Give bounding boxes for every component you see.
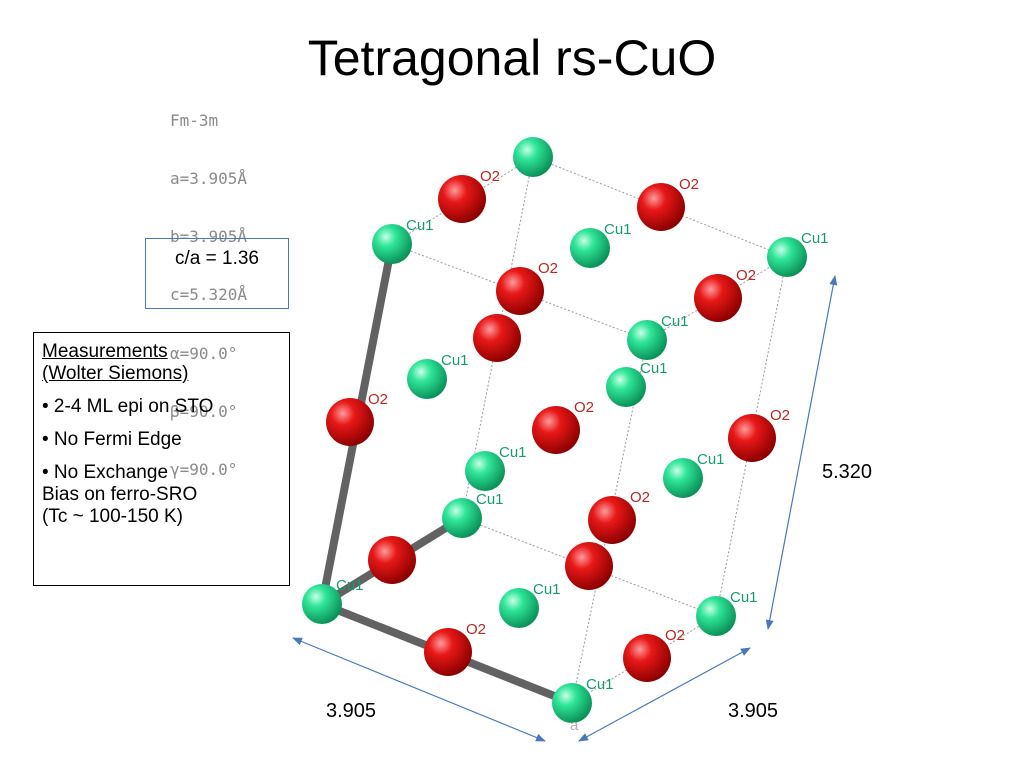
- o-atom: [496, 267, 544, 315]
- b-dimension-arrow: [578, 647, 751, 742]
- lattice-parameters: Fm-3m a=3.905Å b=3.905Å c=5.320Å α=90.0°…: [170, 72, 247, 499]
- o-label: O2: [736, 267, 756, 284]
- space-group: Fm-3m: [170, 110, 219, 130]
- cu-atom: [372, 224, 412, 264]
- o-label: O2: [770, 407, 790, 424]
- atoms: [302, 137, 807, 723]
- cu-label: Cu1: [640, 360, 668, 377]
- param-c: c=5.320Å: [170, 285, 248, 305]
- atom-labels: O2 O2 Cu1 Cu1 Cu1 O2 O2 Cu1 Cu1 Cu1 O2 O2 O2 Cu1 Cu1 Cu…: [336, 168, 829, 693]
- o-atom: [637, 183, 685, 231]
- cu-atom: [407, 359, 447, 399]
- cu-atom: [696, 596, 736, 636]
- cu-label: Cu1: [661, 313, 689, 330]
- o-label: O2: [368, 391, 388, 408]
- cu-atom: [499, 588, 539, 628]
- o-atom: [623, 634, 671, 682]
- o-label: O2: [679, 176, 699, 193]
- cu-label: Cu1: [336, 577, 364, 594]
- cu-atom: [513, 137, 553, 177]
- o-atom: [326, 398, 374, 446]
- b-dimension-label: 3.905: [728, 700, 779, 722]
- ratio-box: c/a = 1.36: [145, 238, 289, 309]
- o-atom: [694, 274, 742, 322]
- o-label: O2: [480, 168, 500, 185]
- measurements-author: (Wolter Siemons): [42, 363, 189, 384]
- param-alpha: α=90.0°: [170, 343, 238, 363]
- a-dimension-arrow: [292, 637, 546, 742]
- o-label: O2: [538, 260, 558, 277]
- bullet-fermi: • No Fermi Edge: [42, 429, 182, 450]
- o-label: O2: [574, 399, 594, 416]
- axis-label-a: a: [570, 717, 579, 734]
- o-label: O2: [665, 627, 685, 644]
- o-atom: [368, 536, 416, 584]
- cu-label: Cu1: [441, 352, 469, 369]
- cu-atom: [570, 228, 610, 268]
- cu-label: Cu1: [604, 221, 632, 238]
- cu-label: Cu1: [730, 589, 758, 606]
- o-atom: [728, 414, 776, 462]
- o-atom: [438, 175, 486, 223]
- c-dimension-arrow: [765, 275, 838, 630]
- cu-label: Cu1: [476, 491, 504, 508]
- param-beta: β=90.0°: [170, 401, 238, 421]
- page-title: Tetragonal rs-CuO: [307, 30, 717, 86]
- bullet-exchange: • No Exchange Bias on ferro-SRO (Tc ~ 10…: [42, 462, 198, 527]
- param-b: b=3.905Å: [170, 227, 248, 247]
- cu-atom: [606, 367, 646, 407]
- cu-label: Cu1: [801, 230, 829, 247]
- cu-label: Cu1: [499, 444, 527, 461]
- measurements-heading: Measurements: [42, 341, 168, 362]
- cu-label: Cu1: [586, 676, 614, 693]
- cu-atom: [663, 458, 703, 498]
- param-gamma: γ=90.0°: [170, 460, 238, 480]
- cu-atom: [302, 584, 342, 624]
- a-dimension-label: 3.905: [326, 700, 377, 722]
- cu-atom: [627, 320, 667, 360]
- o-atom: [424, 628, 472, 676]
- o-atom: [473, 314, 521, 362]
- c-dimension-label: 5.320: [822, 461, 873, 483]
- o-label: O2: [630, 489, 650, 506]
- ratio-text: c/a = 1.36: [175, 248, 259, 269]
- o-atom: [588, 496, 636, 544]
- cu-label: Cu1: [533, 581, 561, 598]
- cu-label: Cu1: [697, 451, 725, 468]
- cell-edge: [461, 156, 534, 519]
- cu-label: Cu1: [406, 217, 434, 234]
- o-atom: [532, 406, 580, 454]
- measurements-box: Measurements (Wolter Siemons) • 2-4 ML e…: [33, 332, 290, 586]
- bullet-epi: • 2-4 ML epi on STO: [42, 396, 214, 417]
- cu-atom: [442, 498, 482, 538]
- cu-atom: [465, 451, 505, 491]
- cu-atom: [767, 237, 807, 277]
- o-atom: [565, 542, 613, 590]
- dimension-arrows: [292, 275, 838, 742]
- o-label: O2: [466, 621, 486, 638]
- param-a: a=3.905Å: [170, 169, 248, 189]
